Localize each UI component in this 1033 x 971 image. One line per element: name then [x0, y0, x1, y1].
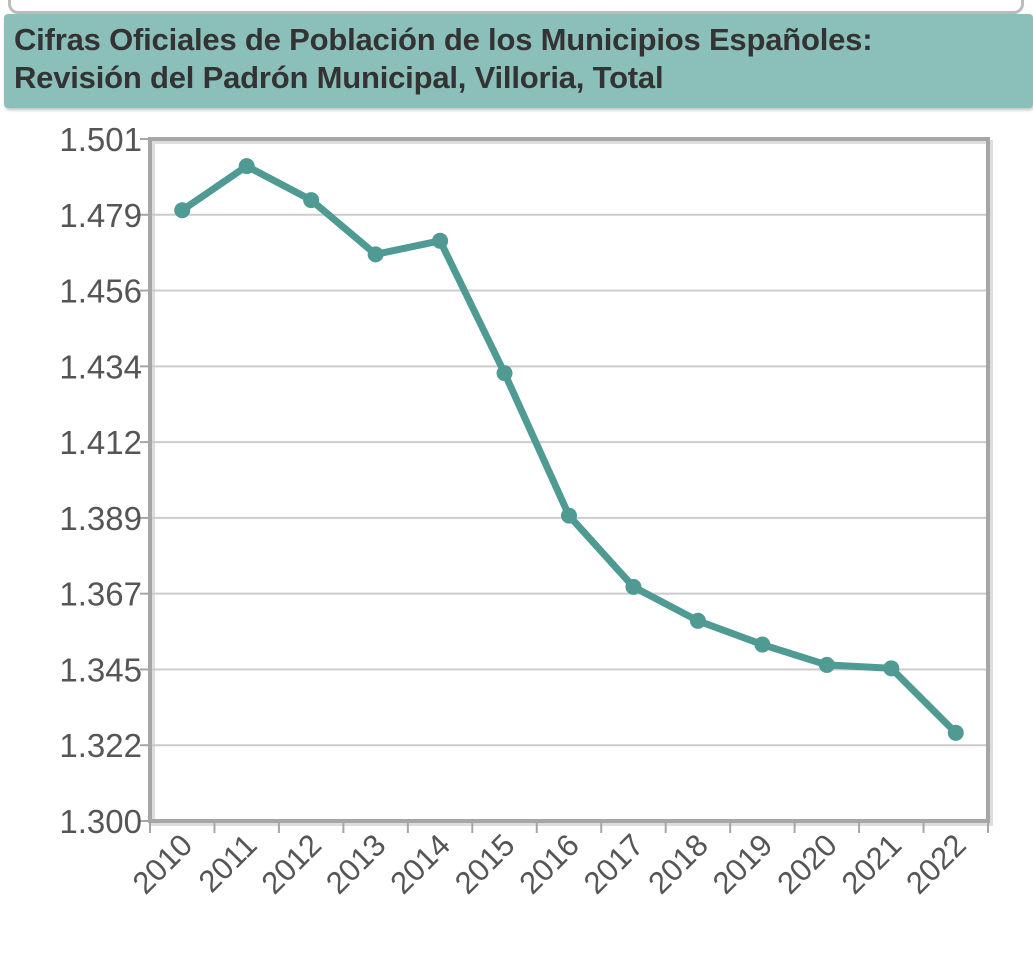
y-tick-label: 1.434 — [59, 348, 142, 385]
chart-title: Cifras Oficiales de Población de los Mun… — [14, 22, 873, 57]
plot-frame-shadow — [151, 140, 993, 826]
series-line — [178, 162, 960, 737]
x-tick-label: 2013 — [319, 827, 393, 901]
x-tick-label: 2015 — [448, 827, 522, 901]
data-point — [303, 192, 320, 209]
y-tick-label: 1.300 — [59, 803, 142, 840]
x-tick-label: 2022 — [899, 827, 973, 901]
x-tick-label: 2014 — [384, 827, 458, 901]
y-tick-label: 1.322 — [59, 727, 142, 764]
y-tick-label: 1.456 — [59, 273, 142, 310]
x-tick-label: 2021 — [835, 827, 909, 901]
chart-subtitle: Revisión del Padrón Municipal, Villoria,… — [14, 60, 664, 95]
data-point — [496, 365, 513, 382]
x-tick-label: 2011 — [192, 827, 264, 899]
y-tick-label: 1.367 — [59, 576, 142, 613]
y-tick-label: 1.479 — [59, 197, 142, 234]
data-point — [561, 507, 577, 524]
x-tick-label: 2017 — [577, 827, 651, 901]
x-tick-label: 2018 — [641, 827, 715, 901]
data-point — [947, 724, 964, 741]
x-tick-label: 2020 — [770, 827, 844, 901]
data-point — [238, 158, 255, 175]
chart-title-bar: Cifras Oficiales de Población de los Mun… — [4, 14, 1033, 108]
y-tick-label: 1.501 — [59, 121, 142, 158]
y-tick-label: 1.389 — [59, 500, 142, 537]
y-tick-label: 1.412 — [59, 424, 142, 461]
data-point — [689, 612, 706, 629]
data-point — [367, 246, 384, 263]
y-tick-label: 1.345 — [59, 651, 142, 688]
data-point — [754, 636, 771, 653]
data-point — [174, 202, 191, 219]
data-point — [625, 578, 642, 595]
top-frame-strip — [8, 0, 1024, 14]
x-tick-label: 2019 — [706, 827, 780, 901]
data-point — [818, 656, 835, 673]
x-tick-label: 2016 — [512, 827, 586, 901]
x-tick-label: 2012 — [255, 827, 329, 901]
data-point — [883, 660, 900, 677]
plot-frame — [148, 137, 990, 823]
data-point — [432, 232, 449, 249]
